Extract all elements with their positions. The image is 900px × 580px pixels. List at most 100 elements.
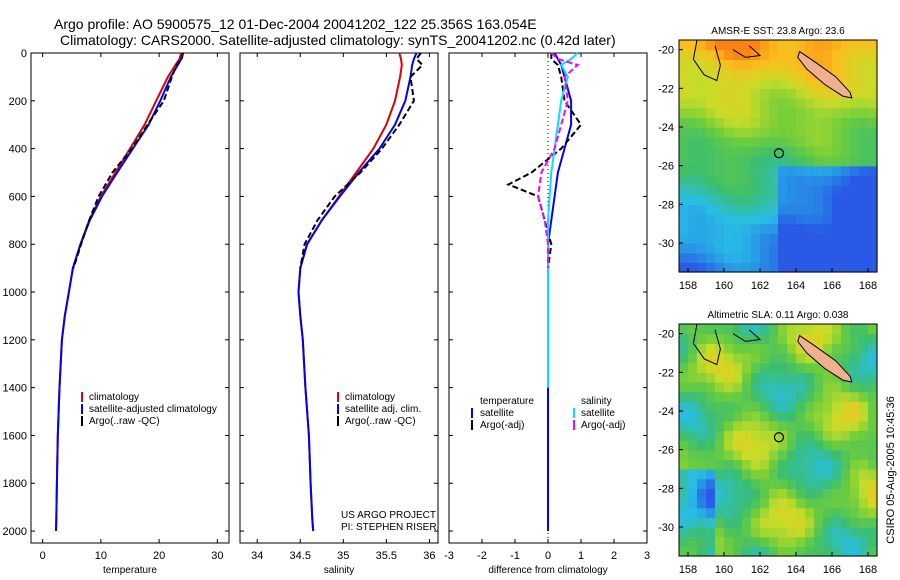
heatmap-cell	[724, 498, 734, 509]
heatmap-cell	[868, 156, 878, 167]
heatmap-cell	[751, 78, 761, 89]
heatmap-cell	[751, 507, 761, 518]
heatmap-cell	[841, 194, 851, 205]
heatmap-cell	[850, 88, 860, 99]
heatmap-cell	[742, 488, 752, 499]
heatmap-cell	[715, 194, 725, 205]
heatmap-cell	[850, 98, 860, 109]
heatmap-cell	[832, 49, 842, 60]
series-argo---raw--qc-	[299, 52, 424, 269]
heatmap-cell	[679, 507, 689, 518]
heatmap-cell	[796, 69, 806, 80]
heatmap-cell	[769, 411, 779, 422]
heatmap-cell	[868, 362, 878, 373]
heatmap-cell	[787, 478, 797, 489]
y-tick-label: 1800	[3, 478, 27, 490]
heatmap-cell	[697, 343, 707, 354]
y-tick-label: 1000	[3, 287, 27, 299]
heatmap-cell	[859, 469, 869, 480]
y-tick-label: 400	[9, 144, 27, 156]
heatmap-cell	[760, 420, 770, 431]
heatmap-cell	[706, 185, 716, 196]
heatmap-cell	[868, 498, 878, 509]
heatmap-cell	[805, 546, 815, 557]
heatmap-cell	[787, 411, 797, 422]
heatmap-cell	[715, 107, 725, 118]
heatmap-cell	[769, 488, 779, 499]
heatmap-cell	[679, 449, 689, 460]
heatmap-cell	[733, 98, 743, 109]
heatmap-cell	[769, 401, 779, 412]
heatmap-cell	[751, 343, 761, 354]
heatmap-cell	[823, 146, 833, 157]
heatmap-cell	[868, 449, 878, 460]
heatmap-cell	[778, 243, 788, 254]
heatmap-cell	[859, 353, 869, 364]
series-satellite	[547, 52, 579, 388]
heatmap-cell	[868, 343, 878, 354]
heatmap-cell	[823, 382, 833, 393]
heatmap-cell	[805, 440, 815, 451]
heatmap-cell	[787, 440, 797, 451]
heatmap-cell	[787, 333, 797, 344]
heatmap-cell	[715, 233, 725, 244]
heatmap-cell	[715, 527, 725, 538]
heatmap-cell	[841, 343, 851, 354]
heatmap-cell	[787, 98, 797, 109]
heatmap-cell	[850, 214, 860, 225]
heatmap-cell	[697, 362, 707, 373]
heatmap-cell	[760, 69, 770, 80]
x-tick-label: 164	[787, 280, 805, 292]
heatmap-cell	[688, 469, 698, 480]
heatmap-cell	[814, 411, 824, 422]
heatmap-cell	[706, 411, 716, 422]
heatmap-cell	[742, 401, 752, 412]
heatmap-cell	[706, 69, 716, 80]
heatmap-cell	[688, 59, 698, 70]
series-satellite-adj--clim-	[297, 52, 418, 532]
heatmap-cell	[760, 49, 770, 60]
heatmap-cell	[706, 430, 716, 441]
heatmap-cell	[778, 127, 788, 138]
heatmap-cell	[706, 243, 716, 254]
heatmap-cell	[841, 223, 851, 234]
heatmap-cell	[733, 107, 743, 118]
heatmap-cell	[742, 343, 752, 354]
y-tick-label: 1200	[3, 335, 27, 347]
heatmap-cell	[841, 536, 851, 547]
heatmap-cell	[868, 78, 878, 89]
heatmap-cell	[868, 117, 878, 128]
x-tick-label: 162	[751, 280, 769, 292]
heatmap-cell	[796, 262, 806, 273]
heatmap-cell	[778, 223, 788, 234]
heatmap-cell	[787, 175, 797, 186]
heatmap-cell	[697, 333, 707, 344]
heatmap-cell	[850, 469, 860, 480]
figure-title-line2: Climatology: CARS2000. Satellite-adjuste…	[60, 32, 616, 48]
heatmap-cell	[706, 107, 716, 118]
heatmap-cell	[805, 69, 815, 80]
heatmap-cell	[796, 401, 806, 412]
heatmap-cell	[733, 40, 743, 51]
heatmap-cell	[733, 88, 743, 99]
heatmap-cell	[724, 459, 734, 470]
heatmap-cell	[787, 449, 797, 460]
heatmap-cell	[724, 194, 734, 205]
heatmap-cell	[769, 262, 779, 273]
heatmap-cell	[724, 449, 734, 460]
heatmap-cell	[814, 185, 824, 196]
heatmap-cell	[868, 420, 878, 431]
heatmap-cell	[769, 223, 779, 234]
heatmap-cell	[805, 214, 815, 225]
heatmap-cell	[715, 127, 725, 138]
x-tick-label: 20	[153, 550, 165, 562]
heatmap-cell	[733, 391, 743, 402]
heatmap-cell	[841, 78, 851, 89]
heatmap-cell	[760, 78, 770, 89]
heatmap-cell	[868, 88, 878, 99]
heatmap-cell	[868, 478, 878, 489]
y-tick-label: 200	[9, 96, 27, 108]
heatmap-cell	[760, 185, 770, 196]
heatmap-cell	[724, 49, 734, 60]
heatmap-cell	[688, 88, 698, 99]
